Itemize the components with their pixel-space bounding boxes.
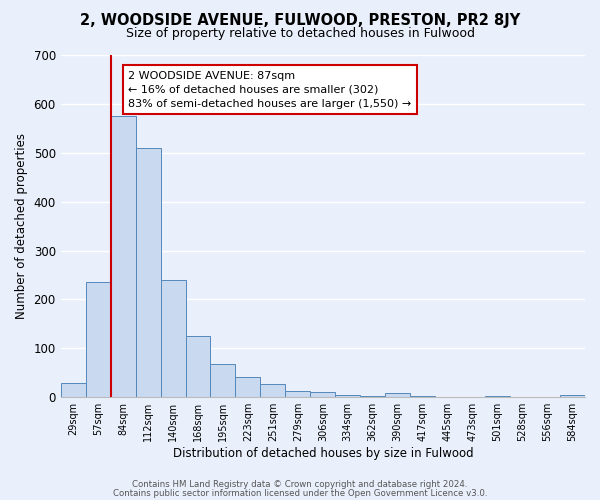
Bar xyxy=(61,382,86,397)
Bar xyxy=(260,384,286,397)
Bar xyxy=(110,116,136,397)
Bar xyxy=(335,395,360,397)
X-axis label: Distribution of detached houses by size in Fulwood: Distribution of detached houses by size … xyxy=(173,447,473,460)
Bar xyxy=(86,282,110,397)
Bar xyxy=(211,364,235,397)
Text: Contains HM Land Registry data © Crown copyright and database right 2024.: Contains HM Land Registry data © Crown c… xyxy=(132,480,468,489)
Bar xyxy=(410,396,435,397)
Text: 2 WOODSIDE AVENUE: 87sqm
← 16% of detached houses are smaller (302)
83% of semi-: 2 WOODSIDE AVENUE: 87sqm ← 16% of detach… xyxy=(128,70,412,108)
Bar xyxy=(235,376,260,397)
Y-axis label: Number of detached properties: Number of detached properties xyxy=(15,133,28,319)
Bar xyxy=(136,148,161,397)
Bar xyxy=(185,336,211,397)
Bar xyxy=(286,391,310,397)
Bar xyxy=(385,394,410,397)
Bar xyxy=(485,396,510,397)
Bar xyxy=(560,395,585,397)
Bar xyxy=(310,392,335,397)
Text: Contains public sector information licensed under the Open Government Licence v3: Contains public sector information licen… xyxy=(113,488,487,498)
Bar xyxy=(360,396,385,397)
Bar xyxy=(161,280,185,397)
Text: 2, WOODSIDE AVENUE, FULWOOD, PRESTON, PR2 8JY: 2, WOODSIDE AVENUE, FULWOOD, PRESTON, PR… xyxy=(80,12,520,28)
Text: Size of property relative to detached houses in Fulwood: Size of property relative to detached ho… xyxy=(125,28,475,40)
